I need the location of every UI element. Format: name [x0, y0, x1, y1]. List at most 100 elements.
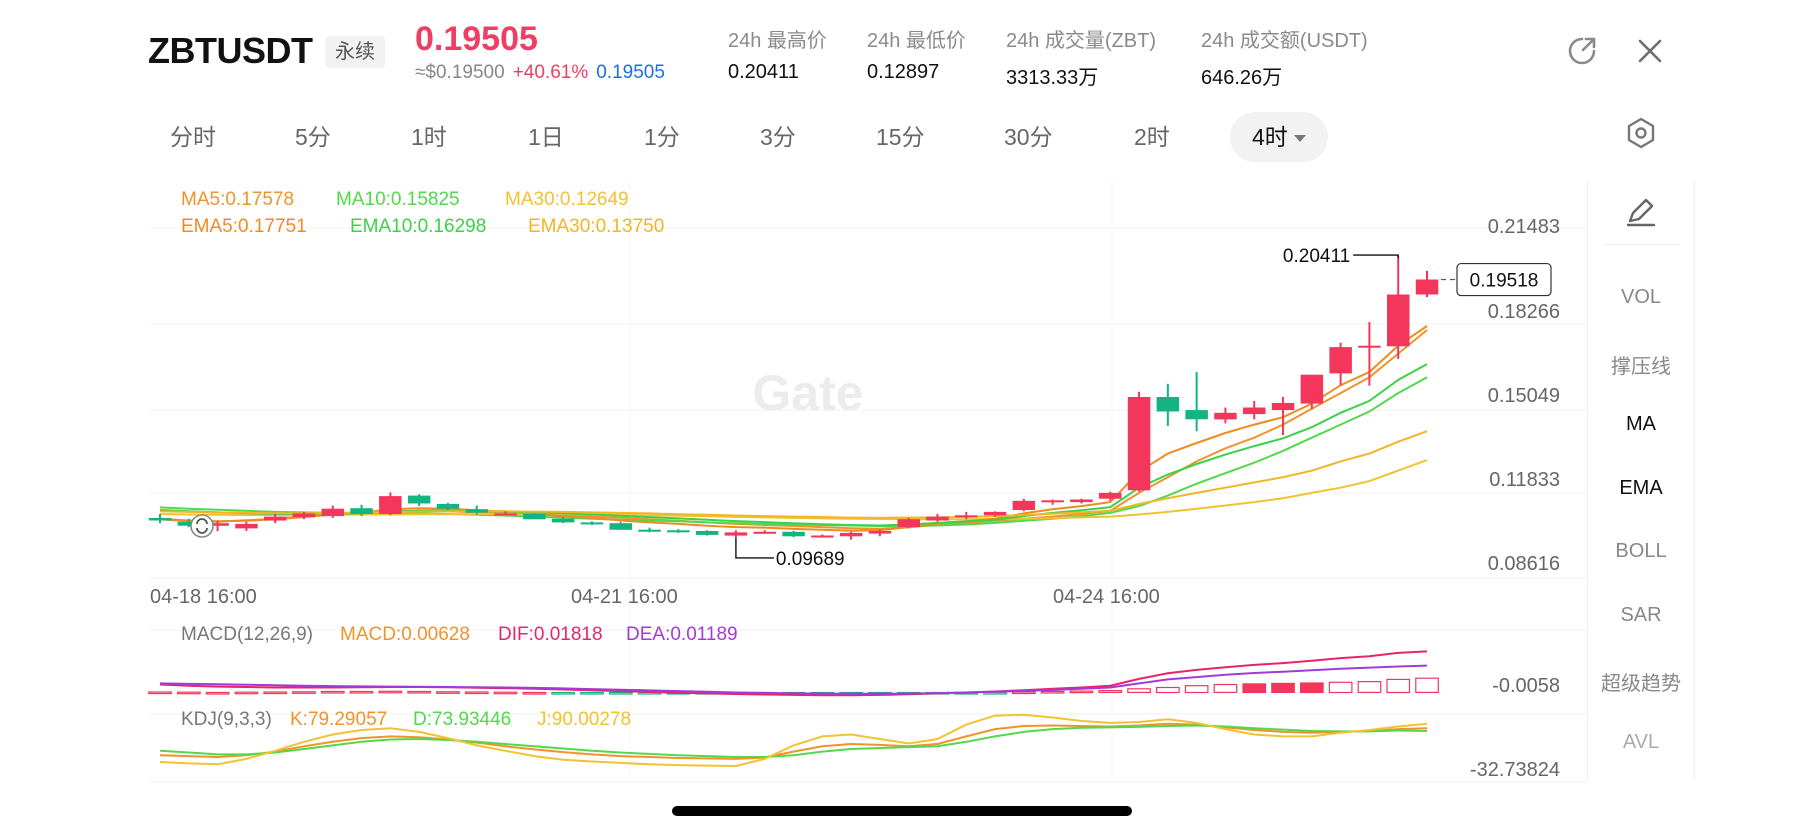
legend-ma30: MA30:0.12649	[505, 189, 629, 210]
candle	[1358, 322, 1381, 386]
candle-body	[609, 523, 632, 530]
y-tick-label: 0.21483	[1488, 216, 1560, 238]
candle	[235, 521, 258, 532]
swap-circle-icon	[190, 514, 214, 538]
candle	[350, 504, 373, 517]
candle	[811, 534, 834, 538]
indicator-boll[interactable]: BOLL	[1615, 540, 1667, 562]
candle-body	[1185, 410, 1208, 420]
indicator-ema[interactable]: EMA	[1619, 477, 1663, 499]
candle	[609, 521, 632, 530]
kdj-pane: KDJ(9,3,3) K:79.29057 D:73.93446 J:90.00278…	[159, 709, 1560, 781]
macd-hist-bar	[1011, 691, 1036, 695]
stat-24h-turnover: 24h 成交额(USDT) 646.26万	[1201, 24, 1368, 90]
macd-hist-bar	[407, 690, 431, 694]
annotations: 0.20411 0.09689 0.19518	[190, 246, 1552, 570]
indicator-supertrend[interactable]: 超级趋势	[1601, 673, 1681, 695]
candle-body	[638, 529, 661, 532]
candle	[1243, 400, 1266, 420]
low-price-label: 0.09689	[776, 549, 845, 570]
candle-body	[350, 508, 373, 514]
indicator-vol[interactable]: VOL	[1620, 286, 1662, 308]
candle	[551, 517, 575, 524]
tab-timeframe-3m[interactable]: 3分	[760, 124, 796, 150]
candle	[523, 513, 546, 520]
home-indicator-bar	[672, 806, 1132, 816]
macd-hist-bar	[1357, 680, 1382, 693]
candle	[1041, 499, 1064, 505]
kdj-legend-item: J:90.00278	[537, 709, 631, 730]
candle-body	[206, 523, 229, 526]
candle-body	[983, 511, 1007, 516]
x-axis: 04-18 16:00 04-21 16:00 04-24 16:00	[150, 586, 1160, 608]
candle-body	[782, 531, 805, 537]
pencil-icon[interactable]	[1624, 194, 1658, 228]
price-subline: ≈$0.19500 +40.61% 0.19505	[415, 62, 665, 84]
tab-timeframe-15m[interactable]: 15分	[876, 124, 925, 150]
indicator-sar[interactable]: SAR	[1620, 604, 1662, 626]
candle-body	[148, 517, 172, 521]
settings-hexagon-icon[interactable]	[1624, 116, 1658, 150]
macd-hist-bar	[522, 691, 547, 695]
candle-body	[1387, 294, 1410, 347]
stat-label: 24h 最低价	[867, 30, 966, 52]
candle-body	[1127, 397, 1151, 491]
tab-timeframe-2h[interactable]: 2时	[1134, 124, 1170, 150]
kdj-legend-item: D:73.93446	[413, 709, 511, 730]
macd-legend-item: DEA:0.01189	[626, 624, 738, 645]
tab-timeframe-time[interactable]: 分时	[170, 124, 216, 150]
share-icon[interactable]	[1565, 34, 1599, 68]
close-icon[interactable]	[1633, 34, 1667, 68]
candle-body	[1243, 407, 1266, 415]
macd-hist-bar	[320, 690, 345, 694]
tab-timeframe-1m[interactable]: 1分	[644, 124, 680, 150]
candle-body	[811, 535, 834, 538]
candle-body	[1415, 279, 1439, 295]
candle-body	[494, 513, 517, 516]
candle	[1214, 407, 1237, 424]
indicator-avl[interactable]: AVL	[1622, 731, 1660, 753]
high-price-label: 0.20411	[1283, 246, 1350, 267]
swap-circle	[190, 514, 214, 538]
candle-body	[321, 508, 344, 517]
timeframe-tabs: 分时 5分 1时 1日 1分 3分 15分 30分 2时 4时	[150, 108, 1650, 164]
macd-hist-bar	[234, 691, 259, 695]
tab-timeframe-5m[interactable]: 5分	[295, 124, 331, 150]
candles	[148, 256, 1439, 540]
tab-timeframe-1d[interactable]: 1日	[528, 124, 564, 150]
tab-timeframe-1h[interactable]: 1时	[411, 124, 447, 150]
candle	[148, 513, 172, 524]
stat-24h-high: 24h 最高价 0.20411	[728, 24, 827, 84]
indicator-support-resistance[interactable]: 撑压线	[1611, 356, 1671, 378]
candle-body	[1099, 492, 1122, 499]
macd-hist-bar	[1155, 686, 1180, 694]
candle-body	[724, 532, 748, 536]
x-tick-label: 04-24 16:00	[1053, 586, 1160, 608]
candle	[494, 511, 517, 516]
macd-hist-bar	[148, 691, 172, 695]
stat-label: 24h 成交量(ZBT)	[1006, 30, 1157, 52]
candle-body	[695, 531, 719, 535]
y-axis: 0.21483 0.18266 0.15049 0.11833 0.08616	[1488, 216, 1560, 575]
macd-hist-bar	[177, 691, 201, 695]
macd-hist-bar	[1415, 677, 1439, 694]
candle	[1329, 342, 1352, 386]
tab-timeframe-30m[interactable]: 30分	[1004, 124, 1053, 150]
stat-value: 3313.33万	[1006, 67, 1099, 89]
high-marker-line	[1353, 254, 1399, 259]
indicator-ma[interactable]: MA	[1626, 413, 1656, 435]
tab-timeframe-4h[interactable]: 4时	[1230, 112, 1328, 162]
macd-legend-item: MACD:0.00628	[340, 624, 470, 645]
candle-body	[1329, 347, 1352, 374]
symbol-title[interactable]: ZBTUSDT	[148, 30, 313, 71]
contract-type-badge: 永续	[325, 36, 385, 68]
candle	[1300, 374, 1324, 409]
current-price-label: 0.19518	[1470, 271, 1539, 292]
candle-body	[407, 495, 431, 504]
kdj-legend-item: KDJ(9,3,3)	[181, 709, 272, 730]
candle	[926, 513, 949, 522]
candle-body	[580, 522, 604, 525]
caret-down-icon	[1293, 135, 1306, 143]
candle	[580, 521, 604, 525]
